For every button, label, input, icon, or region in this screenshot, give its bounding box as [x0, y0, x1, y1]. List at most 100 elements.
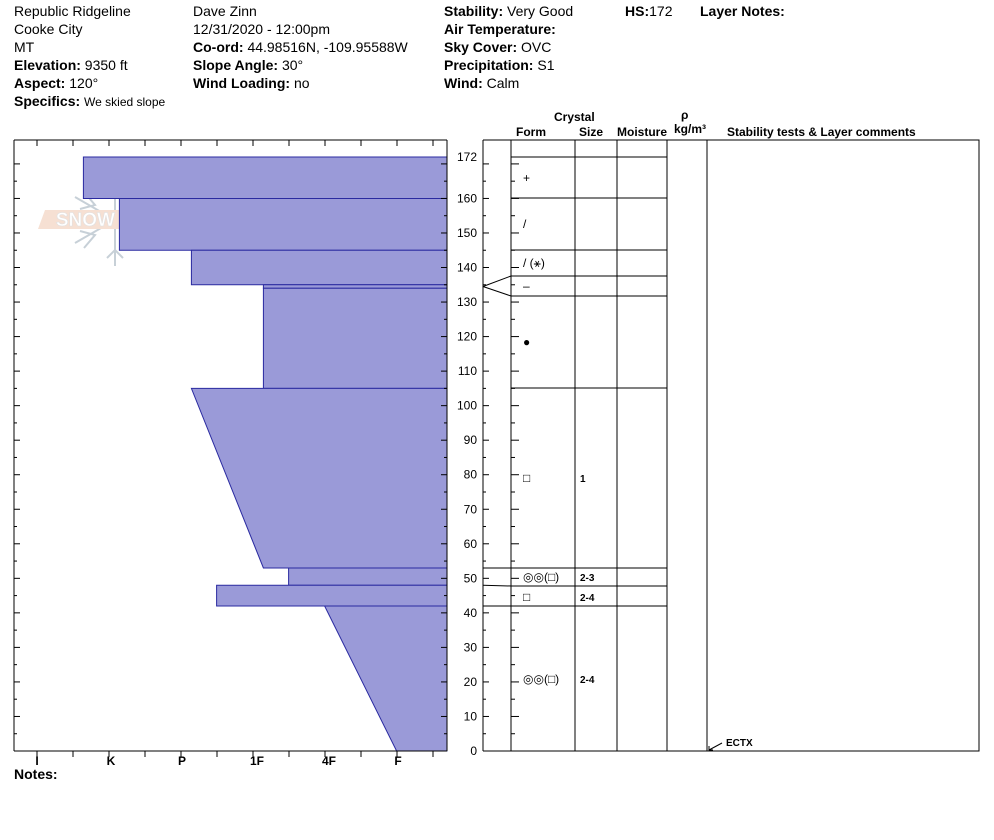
precipitation: Precipitation: S1: [444, 57, 554, 74]
specifics: Specifics: We skied slope: [14, 93, 165, 111]
hardness-layer-6: [288, 567, 448, 586]
hardness-layer-2: [190, 249, 448, 286]
slope-value: 30°: [281, 57, 304, 73]
state: MT: [14, 39, 35, 55]
hardness-label: I: [35, 754, 38, 768]
elevation-label: Elevation:: [14, 57, 81, 73]
hardness-label: F: [394, 754, 401, 768]
slope-angle: Slope Angle: 30°: [193, 57, 303, 74]
depth-tick-label: 90: [464, 433, 478, 447]
hardness-layer-4: [262, 287, 448, 389]
depth-tick-label: 70: [464, 502, 478, 516]
stability: Stability: Very Good: [444, 3, 573, 20]
depth-tick-label: 110: [458, 364, 477, 378]
precip-value: S1: [537, 57, 555, 73]
depth-tick-label: 50: [464, 571, 478, 585]
layer-size: 2-4: [580, 675, 595, 686]
layer-form: / (⚹): [523, 256, 545, 270]
aspect-value: 120°: [69, 75, 99, 91]
sky-value: OVC: [521, 39, 552, 55]
layer-table: [483, 139, 980, 752]
hs-value: 172: [649, 3, 673, 19]
specifics-value: We skied slope: [84, 95, 166, 109]
hardness-label: K: [107, 754, 116, 768]
stability-test-label: ECTX: [726, 738, 753, 749]
test-arrow: [708, 742, 723, 751]
depth-tick-label: 100: [457, 399, 477, 413]
sky-cover: Sky Cover: OVC: [444, 39, 551, 56]
depth-tick-label: 172: [457, 150, 477, 164]
crystal-header: Crystal: [554, 110, 595, 124]
depth-tick-label: 140: [457, 261, 477, 275]
layer-form: –: [523, 279, 530, 293]
wind-label: Wind:: [444, 75, 483, 91]
hardness-label: 4F: [322, 754, 336, 768]
density-header: kg/m³: [674, 122, 707, 136]
layer-form: /: [523, 217, 527, 231]
depth-tick-label: 60: [464, 537, 478, 551]
depth-tick-label: 120: [457, 330, 477, 344]
coord-value: 44.98516N, -109.95588W: [247, 39, 408, 55]
rho-header: ρ: [681, 108, 689, 122]
city: Cooke City: [14, 21, 83, 37]
layer-form: +: [523, 171, 530, 185]
elevation: Elevation: 9350 ft: [14, 57, 128, 74]
depth-tick-label: 10: [464, 709, 478, 723]
depth-tick-label: 20: [464, 675, 478, 689]
layer-size: 1: [580, 474, 586, 485]
depth-connector: [482, 275, 512, 287]
form-header: Form: [516, 125, 546, 139]
location-name: Republic Ridgeline: [14, 3, 131, 19]
wind-loading: Wind Loading: no: [193, 75, 310, 92]
stability-label: Stability:: [444, 3, 504, 19]
depth-tick-label: 130: [457, 295, 477, 309]
depth-tick-label: 30: [464, 640, 478, 654]
stability-tests: ECTX: [708, 738, 753, 751]
depth-connector: [482, 584, 512, 587]
hs-label: HS:: [625, 3, 650, 19]
elevation-value: 9350 ft: [84, 57, 128, 73]
layer-form: ●: [523, 335, 530, 349]
hardness-layer-7: [216, 584, 448, 607]
stability-value: Very Good: [507, 3, 574, 19]
slope-label: Slope Angle:: [193, 57, 279, 73]
table-border: [510, 139, 980, 752]
hardness-layer-8: [323, 605, 448, 752]
aspect: Aspect: 120°: [14, 75, 98, 92]
depth-tick-label: 80: [464, 468, 478, 482]
layer-rows: + / / (⚹) – ● □ 1 ◎◎(□) 2-3 □ 2-4 ◎◎(□) 2-4: [482, 156, 667, 686]
depth-connector: [482, 286, 512, 297]
layer-notes-label: Layer Notes:: [700, 3, 785, 19]
wind-loading-value: no: [293, 75, 310, 91]
hardness-layer-0: [82, 156, 448, 199]
sky-label: Sky Cover:: [444, 39, 518, 55]
depth-axis: 0 10 20 30 40 50 60 70 80 90 100 110 120 130 140 150 160…: [441, 140, 489, 758]
layer-size: 2-4: [580, 593, 595, 604]
precip-label: Precipitation:: [444, 57, 534, 73]
hs: HS:172: [625, 3, 672, 20]
layer-size: 2-3: [580, 573, 595, 584]
air-temperature: Air Temperature:: [444, 21, 556, 38]
hardness-label: P: [178, 754, 186, 768]
size-header: Size: [579, 125, 604, 139]
hardness-frame: [13, 139, 447, 757]
coordinates: Co-ord: 44.98516N, -109.95588W: [193, 39, 408, 56]
datetime: 12/31/2020 - 12:00pm: [193, 21, 330, 37]
wind-value: Calm: [486, 75, 520, 91]
layer-form: □: [523, 471, 530, 485]
layer-form: □: [523, 590, 530, 604]
hardness-layer-3: [262, 284, 448, 289]
hardness-profile: [82, 156, 448, 752]
aspect-label: Aspect:: [14, 75, 66, 91]
air-temp-label: Air Temperature:: [444, 21, 556, 37]
wind: Wind: Calm: [444, 75, 519, 92]
depth-tick-label: 150: [457, 226, 477, 240]
notes-label: Notes:: [14, 766, 58, 782]
moisture-header: Moisture: [617, 125, 668, 139]
hardness-axis: I K P 1F 4F F: [35, 754, 401, 768]
test-arrow-head: [708, 746, 713, 751]
layer-form: ◎◎(□): [523, 570, 559, 584]
observer: Dave Zinn: [193, 3, 257, 19]
layer-form: ◎◎(□): [523, 672, 559, 686]
